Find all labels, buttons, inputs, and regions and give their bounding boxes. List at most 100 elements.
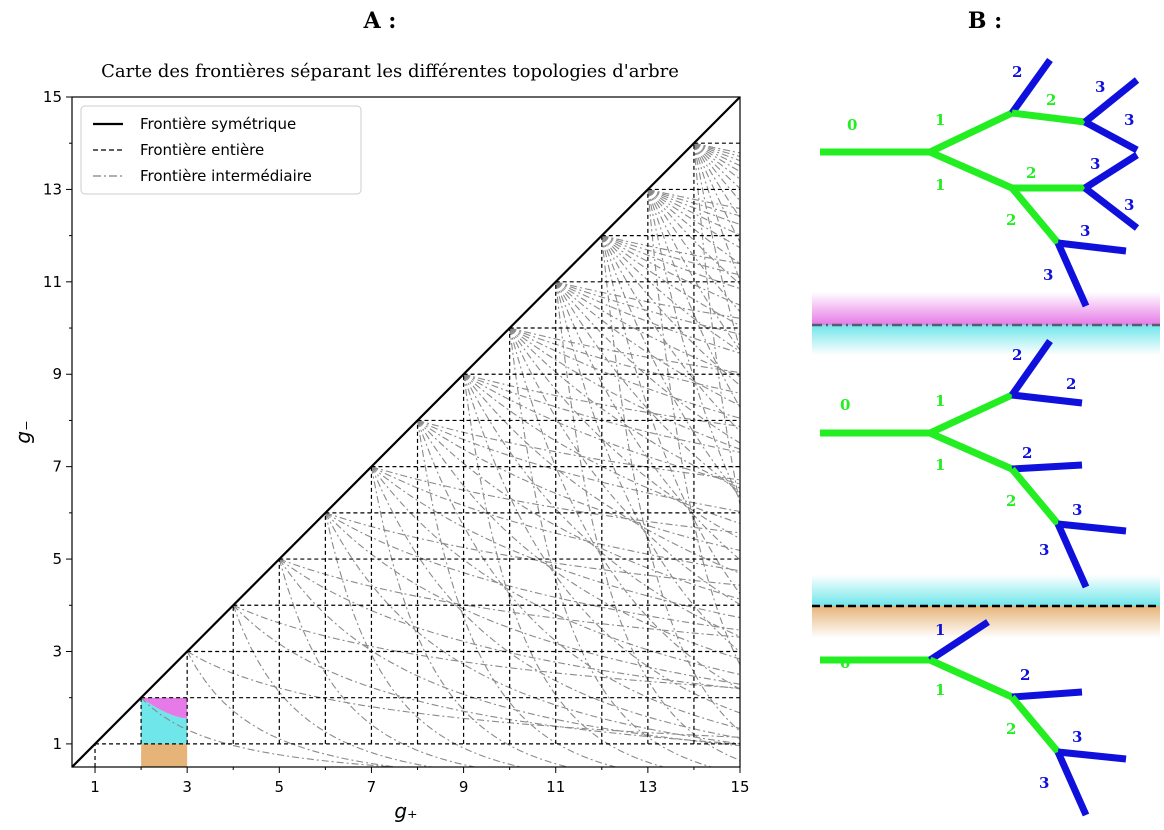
intermediate-boundary-curve [186, 651, 740, 738]
chart-a: Carte des frontières séparant les différ… [11, 61, 750, 823]
intermediate-boundary-curve [693, 142, 740, 180]
tree1-label-2c: 2 [1026, 164, 1036, 182]
intermediate-boundaries [140, 142, 740, 767]
cyan-region [141, 697, 188, 744]
intermediate-boundary-curve [693, 142, 740, 173]
tree1-label-3d: 3 [1124, 196, 1134, 214]
tree1-branch-1a [928, 109, 1014, 156]
tree-2-labels: 0 1 1 2 2 2 2 3 3 [840, 346, 1082, 559]
tree1-branch-3c [1083, 152, 1139, 191]
intermediate-boundary-curve [601, 235, 740, 386]
intermediate-boundary-curve [647, 188, 740, 209]
cyan-band-lower [812, 575, 1160, 606]
intermediate-boundary-curve [509, 327, 740, 540]
x-tick-label: 9 [459, 778, 469, 796]
legend-label-symmetric: Frontière symétrique [140, 115, 296, 133]
tree1-label-3c: 3 [1090, 155, 1100, 173]
intermediate-boundary-curve [416, 420, 740, 730]
integer-boundaries [94, 142, 740, 767]
tree3-label-3b: 3 [1039, 774, 1049, 792]
tree1-branch-2b [1011, 109, 1086, 126]
panel-b-label: B : [968, 8, 1002, 34]
tree-1-labels: 0 1 1 2 2 2 2 3 3 3 3 3 3 [847, 63, 1134, 284]
tree2-branch-3a [1057, 520, 1127, 535]
tree1-label-3a: 3 [1095, 78, 1105, 96]
tree-1 [820, 57, 1140, 308]
tree2-label-1a: 1 [935, 392, 945, 410]
tree3-label-2b: 2 [1006, 720, 1016, 738]
intermediate-boundary-curve [601, 235, 740, 265]
intermediate-boundary-curve [601, 235, 740, 290]
intermediate-boundary-curve [647, 188, 740, 226]
intermediate-boundary-curve [601, 235, 740, 326]
legend: Frontière symétrique Frontière entière F… [80, 105, 362, 195]
tree1-branch-2d [1009, 185, 1061, 246]
intermediate-boundary-curve [647, 189, 740, 666]
y-tick-label: 5 [52, 550, 62, 568]
intermediate-boundary-curve [693, 142, 740, 189]
intermediate-boundary-curve [693, 143, 740, 281]
tree3-branch-2b [1009, 694, 1061, 755]
shaded-regions [141, 697, 188, 767]
intermediate-boundary-curve [647, 188, 740, 236]
tree3-label-1b: 1 [935, 681, 945, 699]
intermediate-boundary-curve [693, 142, 740, 218]
intermediate-boundary-curve [601, 235, 740, 595]
y-axis-label: g₋ [11, 420, 35, 443]
tree1-label-3f: 3 [1043, 266, 1053, 284]
intermediate-boundary-curve [601, 235, 740, 497]
intermediate-boundary-curve [693, 143, 740, 505]
tree1-label-2b: 2 [1046, 91, 1056, 109]
tree2-label-1b: 1 [935, 456, 945, 474]
intermediate-boundary-curve [509, 327, 714, 767]
intermediate-boundary-curve [509, 327, 740, 374]
tree1-label-3e: 3 [1080, 222, 1090, 240]
panel-b: 0 1 1 2 2 2 2 3 3 3 3 3 3 0 [812, 57, 1160, 817]
tree-3-labels: 0 1 1 2 2 3 3 [840, 621, 1082, 792]
intermediate-boundary-curve [693, 142, 740, 154]
x-tick-label: 1 [90, 778, 100, 796]
tree1-label-2a: 2 [1012, 63, 1022, 81]
x-tick-label: 13 [638, 778, 657, 796]
y-tick-label: 11 [43, 273, 62, 291]
intermediate-boundary-curve [647, 189, 740, 313]
intermediate-boundary-curve [417, 420, 740, 600]
intermediate-boundary-curve [509, 327, 740, 605]
intermediate-boundary-curve [693, 143, 740, 350]
x-tick-label: 15 [730, 778, 749, 796]
intermediate-boundary-curve [509, 327, 740, 419]
intermediate-boundary-curve [601, 235, 740, 306]
x-tick-label: 3 [182, 778, 192, 796]
intermediate-boundary-curve [325, 512, 740, 586]
intermediate-boundary-curve [463, 373, 740, 525]
legend-box [80, 105, 362, 195]
tree3-branch-2a [1011, 688, 1083, 701]
intermediate-boundary-curve [601, 235, 740, 732]
tree3-branch-3b [1054, 750, 1090, 817]
magenta-band [812, 292, 1160, 325]
tree1-branch-3b [1083, 118, 1139, 154]
tree3-label-2a: 2 [1020, 666, 1030, 684]
chart-title: Carte des frontières séparant les différ… [101, 61, 679, 82]
tree1-branch-3a [1082, 77, 1140, 125]
intermediate-boundary-curve [509, 327, 740, 450]
tree2-branch-2b [1011, 391, 1083, 407]
tree3-branch-1b [928, 656, 1014, 701]
tree3-label-1a: 1 [935, 621, 945, 639]
intermediate-boundary-curve [601, 235, 740, 432]
intermediate-boundary-curve [647, 189, 740, 408]
intermediate-boundary-curve [555, 281, 740, 407]
intermediate-boundary-curve [232, 604, 740, 689]
intermediate-boundary-curve [324, 512, 740, 745]
y-tick-label: 1 [52, 735, 62, 753]
symmetric-boundary-line [71, 96, 741, 768]
y-tick-label: 7 [52, 458, 62, 476]
tree1-label-2d: 2 [1006, 211, 1016, 229]
intermediate-boundary-curve [370, 466, 571, 767]
tree1-branch-1b [928, 148, 1014, 192]
intermediate-boundary-curve [693, 142, 740, 162]
x-tick-label: 7 [367, 778, 377, 796]
intermediate-boundary-curve [555, 281, 740, 335]
